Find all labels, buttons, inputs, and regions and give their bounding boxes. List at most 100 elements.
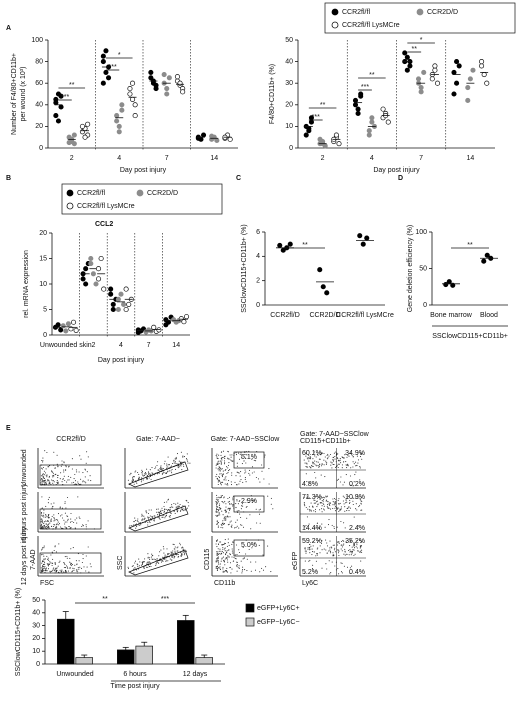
flow-event — [333, 555, 335, 557]
flow-event — [176, 453, 179, 455]
flow-event — [230, 481, 232, 483]
data-point — [465, 97, 471, 104]
flow-event — [137, 566, 139, 568]
flow-event — [169, 509, 171, 511]
flow-event — [44, 526, 47, 528]
legend-marker — [331, 21, 339, 29]
flow-event — [152, 516, 154, 518]
quadrant-percent: 59.2% — [302, 538, 322, 545]
flow-event — [64, 512, 66, 514]
data-point — [66, 134, 72, 140]
flow-event — [160, 467, 162, 469]
flow-event — [42, 457, 44, 459]
flow-event — [356, 464, 358, 466]
flow-event — [321, 463, 323, 465]
flow-event — [73, 569, 75, 571]
flow-event — [50, 518, 52, 520]
flow-event — [358, 506, 360, 508]
flow-event — [54, 563, 56, 566]
flow-event — [42, 570, 44, 572]
flow-event — [318, 540, 320, 542]
flow-event — [360, 545, 362, 547]
flow-event — [64, 526, 66, 528]
flow-event — [310, 457, 312, 459]
flow-event — [131, 565, 133, 567]
flow-event — [175, 456, 177, 458]
flow-event — [42, 522, 44, 524]
flow-event — [217, 481, 219, 483]
flow-event — [148, 472, 150, 474]
x-tick-label: 6 hours — [123, 671, 147, 678]
flow-event — [147, 516, 149, 518]
flow-event — [61, 514, 63, 516]
flow-event — [40, 554, 42, 556]
flow-event — [135, 527, 137, 529]
flow-event — [133, 476, 135, 478]
flow-event — [332, 456, 335, 458]
flow-event — [217, 559, 219, 561]
flow-event — [248, 548, 250, 550]
flow-event — [142, 474, 144, 476]
flow-event — [60, 472, 62, 474]
flow-event — [179, 503, 181, 506]
flow-event — [130, 472, 132, 474]
flow-event — [311, 551, 314, 553]
flow-event — [237, 503, 239, 505]
significance-label: ** — [102, 596, 108, 603]
flow-event — [316, 570, 318, 572]
data-point — [95, 266, 102, 272]
flow-event — [48, 523, 50, 525]
flow-event — [238, 549, 240, 551]
flow-event — [155, 563, 157, 565]
flow-event — [169, 470, 171, 472]
flow-event — [336, 508, 338, 510]
flow-event — [43, 514, 45, 516]
flow-event — [141, 515, 143, 517]
flow-event — [181, 554, 183, 556]
flow-event — [133, 483, 135, 485]
flow-event — [47, 525, 50, 527]
flow-event — [185, 457, 188, 460]
flow-event — [55, 569, 57, 571]
flow-event — [229, 566, 231, 568]
data-point — [402, 50, 408, 56]
flow-event — [156, 508, 158, 510]
flow-event — [236, 564, 238, 566]
flow-event — [314, 460, 316, 462]
bar — [195, 657, 213, 665]
data-point — [156, 327, 162, 333]
flow-event — [56, 481, 58, 483]
flow-event — [160, 549, 162, 551]
flow-event — [340, 520, 342, 523]
data-point — [287, 241, 293, 247]
flow-event — [51, 525, 53, 527]
flow-event — [220, 481, 222, 483]
flow-event — [351, 550, 353, 552]
flow-event — [153, 520, 155, 522]
flow-event — [350, 452, 352, 454]
flow-event — [225, 506, 227, 508]
flow-event — [216, 568, 218, 570]
flow-event — [57, 521, 59, 523]
flow-event — [223, 523, 226, 525]
flow-event — [326, 454, 328, 457]
flow-event — [339, 481, 341, 483]
flow-event — [221, 476, 224, 478]
flow-event — [352, 545, 354, 547]
flow-event — [136, 526, 138, 528]
x-tick-label: Unwounded — [56, 671, 93, 678]
flow-event — [323, 503, 325, 505]
flow-event — [328, 503, 330, 505]
flow-event — [177, 554, 179, 556]
flow-event — [59, 507, 61, 509]
flow-event — [177, 463, 179, 465]
flow-event — [148, 477, 150, 479]
flow-event — [80, 483, 82, 485]
flow-event — [148, 561, 150, 563]
flow-event — [251, 547, 253, 549]
flow-event — [165, 560, 167, 563]
flow-event — [218, 462, 220, 464]
flow-event — [244, 454, 246, 456]
flow-event — [182, 505, 184, 507]
flow-event — [348, 506, 350, 508]
